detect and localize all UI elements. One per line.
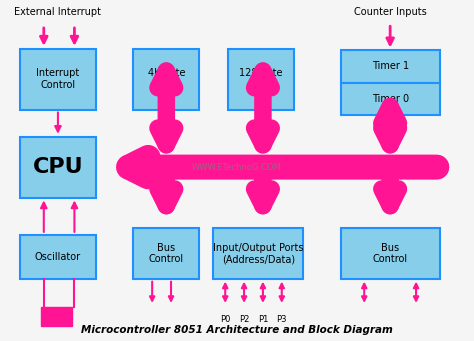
FancyBboxPatch shape — [20, 49, 96, 109]
Text: Interrupt
Control: Interrupt Control — [36, 69, 80, 90]
Text: Timer 1: Timer 1 — [372, 61, 409, 72]
Text: Input/Output Ports
(Address/Data): Input/Output Ports (Address/Data) — [213, 242, 303, 264]
Text: Oscillator: Oscillator — [35, 252, 81, 262]
FancyBboxPatch shape — [341, 50, 439, 83]
Text: P1: P1 — [258, 315, 268, 324]
FancyBboxPatch shape — [213, 228, 303, 279]
Text: P0: P0 — [220, 315, 230, 324]
FancyBboxPatch shape — [341, 228, 439, 279]
FancyBboxPatch shape — [228, 49, 293, 109]
FancyBboxPatch shape — [133, 49, 199, 109]
FancyBboxPatch shape — [41, 308, 72, 326]
Text: WWW.ETechnoG.COM: WWW.ETechnoG.COM — [192, 163, 282, 172]
Text: Counter Inputs: Counter Inputs — [354, 6, 427, 16]
Text: Bus
Control: Bus Control — [373, 242, 408, 264]
Text: P3: P3 — [276, 315, 287, 324]
Text: External Interrupt: External Interrupt — [14, 6, 101, 16]
Text: 128 byte
RAM: 128 byte RAM — [239, 69, 283, 90]
Text: Microcontroller 8051 Architecture and Block Diagram: Microcontroller 8051 Architecture and Bl… — [81, 325, 393, 335]
Text: Timer 0: Timer 0 — [372, 94, 409, 104]
FancyBboxPatch shape — [133, 228, 199, 279]
Text: CPU: CPU — [33, 157, 83, 177]
FancyBboxPatch shape — [20, 137, 96, 197]
Text: P2: P2 — [239, 315, 249, 324]
FancyBboxPatch shape — [20, 235, 96, 279]
Text: 4K byte
ROM: 4K byte ROM — [147, 69, 185, 90]
FancyBboxPatch shape — [341, 83, 439, 115]
Text: Bus
Control: Bus Control — [149, 242, 184, 264]
